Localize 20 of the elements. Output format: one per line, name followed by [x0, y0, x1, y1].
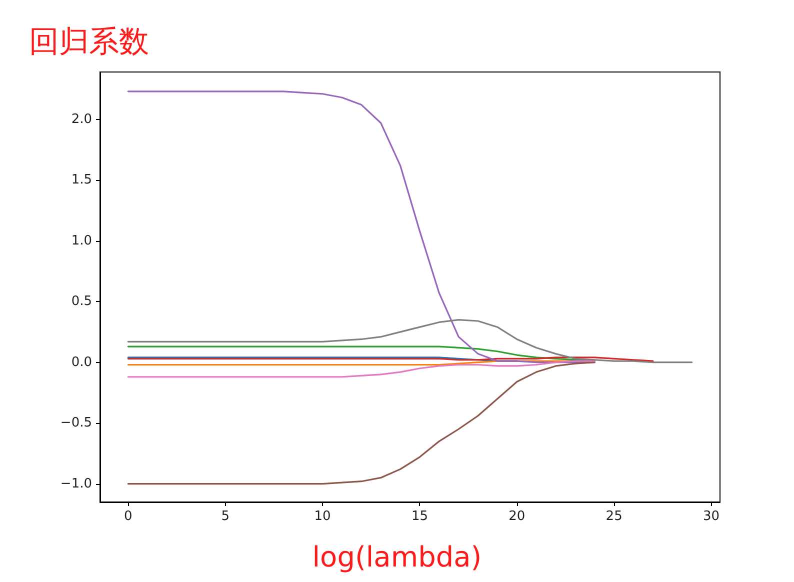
y-tick-label: 1.0 [71, 233, 92, 248]
y-tick-label: −0.5 [60, 416, 92, 431]
y-axis-title: 回归系数 [29, 24, 149, 60]
x-tick-label: 0 [124, 509, 132, 524]
x-tick-label: 30 [702, 509, 720, 524]
x-axis-title: log(lambda) [312, 540, 482, 574]
line-series [127, 90, 596, 364]
y-tick-label: 0.5 [71, 294, 92, 310]
line-series [127, 360, 596, 378]
line-series [127, 362, 596, 485]
x-tick-label: 25 [606, 509, 622, 524]
x-tick-label: 5 [221, 509, 230, 524]
y-tick-label: 0.0 [71, 354, 92, 370]
x-tick-label: 10 [314, 509, 331, 524]
y-tick-label: 2.0 [71, 112, 92, 127]
y-tick-label: 1.5 [71, 172, 92, 188]
line-series [127, 318, 693, 364]
y-tick-label: −1.0 [60, 476, 92, 492]
x-tick-label: 15 [411, 509, 428, 524]
x-tick-label: 20 [508, 509, 526, 524]
